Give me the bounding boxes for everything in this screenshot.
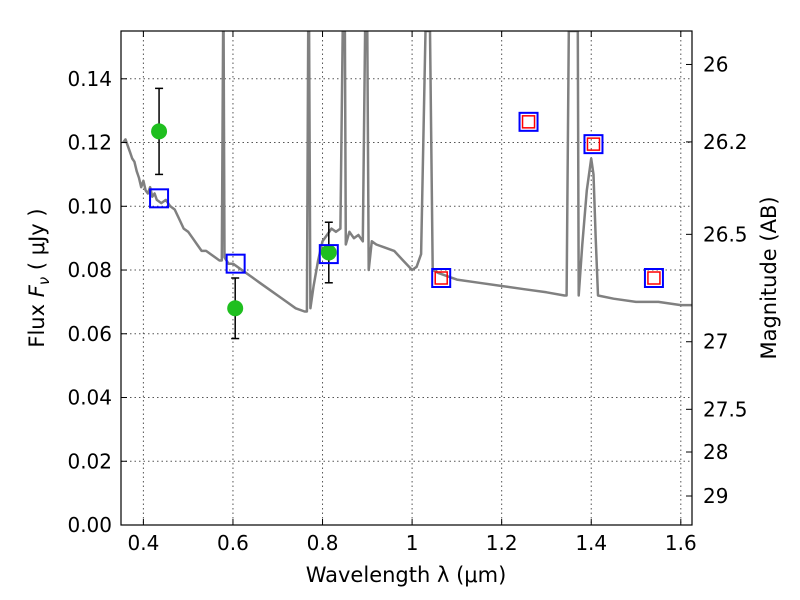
model-flux-inner-square (586, 137, 601, 151)
x-tick-label: 1 (406, 531, 419, 555)
x-tick-label: 1.4 (575, 531, 607, 555)
y2-tick-label: 27 (703, 330, 728, 354)
model-flux-square (643, 268, 664, 288)
plot-frame (120, 30, 693, 526)
y-tick-label: 0.00 (67, 513, 112, 537)
y2-tick-label: 28 (703, 440, 728, 464)
y-axis-title-prefix: Flux (25, 297, 49, 347)
x-tick-label: 0.6 (217, 531, 249, 555)
model-flux-square (583, 134, 604, 155)
model-flux-square (518, 111, 539, 132)
x-axis-title: Wavelength λ (μm) (306, 563, 507, 587)
model-flux-inner-square (521, 115, 536, 129)
photometry-point (151, 123, 168, 140)
photometry-point (320, 244, 337, 261)
x-tick-label: 0.8 (307, 531, 339, 555)
model-flux-inner-square (434, 271, 448, 285)
y2-tick-label: 26.5 (703, 222, 748, 246)
y-tick-label: 0.14 (67, 67, 112, 91)
y2-axis-title: Magnitude (AB) (757, 196, 781, 359)
grid (121, 31, 692, 525)
x-tick-label: 1.6 (665, 531, 697, 555)
photometry-point (227, 300, 244, 317)
x-tick-label: 1.2 (486, 531, 518, 555)
y-tick-label: 0.06 (67, 322, 112, 346)
y-tick-label: 0.10 (67, 194, 112, 218)
y2-tick-label: 29 (703, 484, 728, 508)
model-flux-square (431, 268, 452, 288)
y-tick-label: 0.12 (67, 131, 112, 155)
y2-tick-label: 26 (703, 52, 728, 76)
ticks: 0.4 0.6 0.8 1 1.2 1.4 1.6 0.00 0.02 0.04 0.06 0.08 0… (67, 31, 748, 555)
model-flux-square (318, 244, 339, 265)
markers-layer (149, 87, 664, 340)
y-axis-title-subscript: ν (35, 277, 53, 285)
model-flux-square (149, 188, 170, 209)
y-tick-label: 0.04 (67, 386, 112, 410)
y-tick-label: 0.02 (67, 449, 112, 473)
model-flux-inner-square (647, 271, 661, 285)
y-axis-title-symbol: F (25, 284, 49, 297)
y2-tick-label: 27.5 (703, 397, 748, 421)
y-axis-title-unit: ( μJy ) (25, 208, 49, 276)
model-sed-layer (122, 31, 692, 313)
model-flux-square (225, 253, 246, 274)
x-tick-label: 0.4 (127, 531, 159, 555)
y-tick-label: 0.08 (67, 258, 112, 282)
model-sed-line (122, 31, 692, 313)
y2-tick-label: 26.2 (703, 130, 748, 154)
y-axis-title: Flux Fν ( μJy ) (25, 208, 53, 347)
